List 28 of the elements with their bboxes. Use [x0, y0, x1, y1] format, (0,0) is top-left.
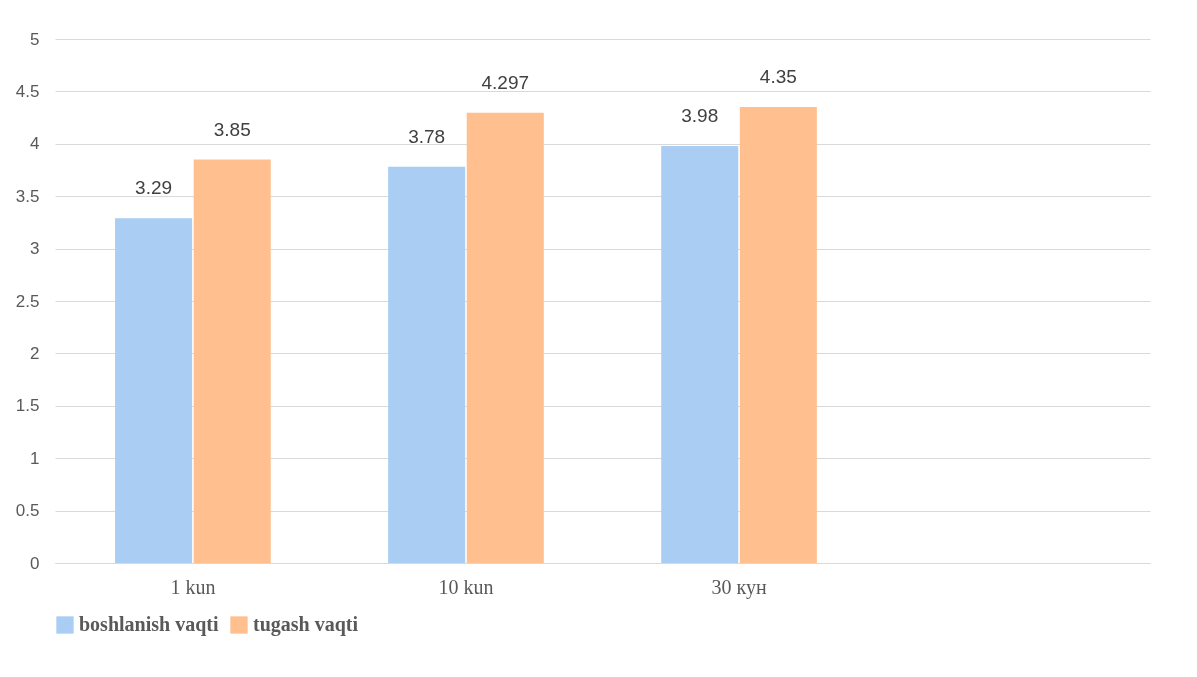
y-tick-label: 0 — [30, 553, 40, 573]
x-tick-label: 30 кун — [711, 575, 767, 599]
y-tick-label: 1 — [30, 448, 40, 468]
y-tick-label: 3.5 — [15, 186, 40, 206]
bar — [466, 112, 544, 563]
data-label: 3.29 — [135, 177, 173, 199]
bar — [739, 107, 817, 563]
y-tick-label: 1.5 — [15, 396, 40, 416]
y-tick-label: 5 — [30, 29, 40, 49]
y-tick-label: 4 — [30, 134, 40, 154]
x-tick-label: 10 kun — [438, 575, 494, 598]
bar — [193, 159, 271, 563]
data-label: 3.78 — [408, 125, 446, 147]
x-tick-label: 1 kun — [170, 575, 216, 598]
y-tick-label: 2 — [30, 343, 40, 363]
bar — [388, 166, 466, 563]
data-label: 3.85 — [213, 118, 251, 140]
y-tick-label: 3 — [30, 239, 40, 259]
legend-label: tugash vaqti — [253, 613, 359, 636]
y-tick-label: 0.5 — [15, 501, 40, 521]
y-tick-label: 2.5 — [15, 291, 40, 311]
bar — [661, 145, 739, 563]
data-label: 4.297 — [481, 71, 530, 93]
data-label: 4.35 — [759, 66, 797, 88]
bar — [115, 218, 193, 563]
legend-label: boshlanish vaqti — [79, 613, 219, 636]
y-tick-label: 4.5 — [15, 81, 40, 101]
data-label: 3.98 — [681, 104, 719, 126]
